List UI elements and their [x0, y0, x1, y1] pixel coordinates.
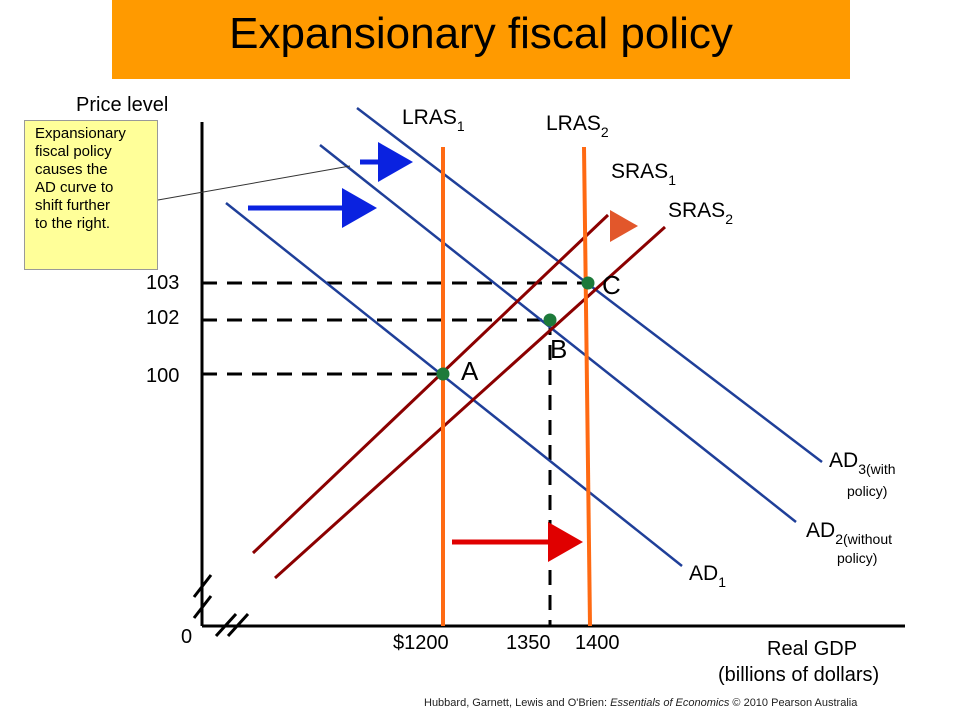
credit-authors: Hubbard, Garnett, Lewis and O'Brien:	[424, 697, 611, 709]
ad1-label: AD1	[689, 562, 726, 590]
lras2-curve	[582, 146, 592, 627]
x-tick-1200: $1200	[393, 632, 449, 654]
callout-line: fiscal policy	[35, 143, 112, 160]
ad2-label-line2: policy)	[837, 550, 877, 566]
callout-line: causes the	[35, 161, 108, 178]
lras2-label: LRAS2	[546, 112, 609, 140]
ad1-curve	[225, 202, 683, 567]
point-a-marker	[436, 367, 450, 381]
sras1-label: SRAS1	[611, 160, 676, 188]
callout-pointer	[157, 165, 351, 201]
x-axis-label: Real GDP	[767, 638, 857, 660]
x-axis-label-units: (billions of dollars)	[718, 664, 879, 686]
axis-break-marks	[192, 574, 250, 638]
point-a-label: A	[461, 356, 479, 386]
source-credit: Hubbard, Garnett, Lewis and O'Brien: Ess…	[424, 697, 857, 709]
credit-publisher: © 2010 Pearson Australia	[729, 697, 858, 709]
slide-title: Expansionary fiscal policy	[229, 9, 733, 58]
ad3-label: AD3(with	[829, 449, 896, 477]
ad2-curve	[319, 144, 797, 523]
point-b-marker	[543, 313, 557, 327]
origin-label: 0	[181, 626, 192, 648]
y-tick-102: 102	[146, 307, 179, 329]
point-c-marker	[581, 276, 595, 290]
sras2-label: SRAS2	[668, 199, 733, 227]
callout-line: shift further	[35, 197, 111, 214]
y-axis-label: Price level	[76, 94, 168, 116]
title-banner: Expansionary fiscal policy	[112, 0, 850, 79]
guide-lines	[202, 281, 588, 626]
point-b-label: B	[550, 334, 567, 364]
sras1-curve	[251, 213, 610, 555]
callout-line: AD curve to	[35, 179, 114, 196]
sras2-curve	[273, 225, 667, 580]
credit-book-title: Essentials of Economics	[610, 697, 730, 709]
ad2-label: AD2(without	[806, 519, 892, 547]
point-c-label: C	[602, 270, 621, 300]
y-tick-103: 103	[146, 272, 179, 294]
callout-line: Expansionary	[35, 125, 126, 142]
x-tick-1400: 1400	[575, 632, 620, 654]
y-tick-100: 100	[146, 365, 179, 387]
ad3-label-line2: policy)	[847, 483, 887, 499]
callout-box: Expansionary fiscal policy causes the AD…	[24, 120, 158, 270]
callout-line: to the right.	[35, 215, 111, 232]
x-tick-1350: 1350	[506, 632, 551, 654]
lras1-label: LRAS1	[402, 106, 465, 134]
